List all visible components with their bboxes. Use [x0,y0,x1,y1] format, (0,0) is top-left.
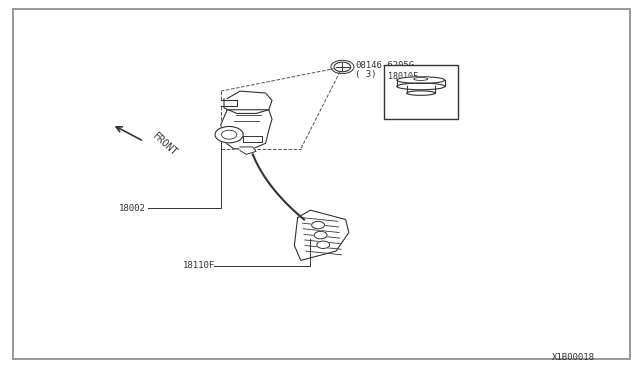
Text: ( 3): ( 3) [355,70,377,79]
Ellipse shape [397,77,445,83]
Polygon shape [221,100,237,106]
Polygon shape [224,91,272,113]
Ellipse shape [413,77,428,80]
Polygon shape [221,110,272,149]
Polygon shape [294,210,349,260]
Text: 08146-6205G: 08146-6205G [355,61,414,70]
Bar [384,65,458,119]
Circle shape [317,241,330,248]
Ellipse shape [407,91,435,95]
Circle shape [312,221,324,229]
Text: FRONT: FRONT [150,132,179,158]
Text: X1B00018: X1B00018 [552,353,595,362]
Text: 18010F: 18010F [388,72,419,81]
Circle shape [334,62,351,72]
Ellipse shape [397,83,445,90]
Text: 18002: 18002 [118,204,145,213]
Circle shape [215,126,243,143]
Polygon shape [240,147,256,154]
Text: 18110F: 18110F [182,262,214,270]
Circle shape [314,231,327,239]
